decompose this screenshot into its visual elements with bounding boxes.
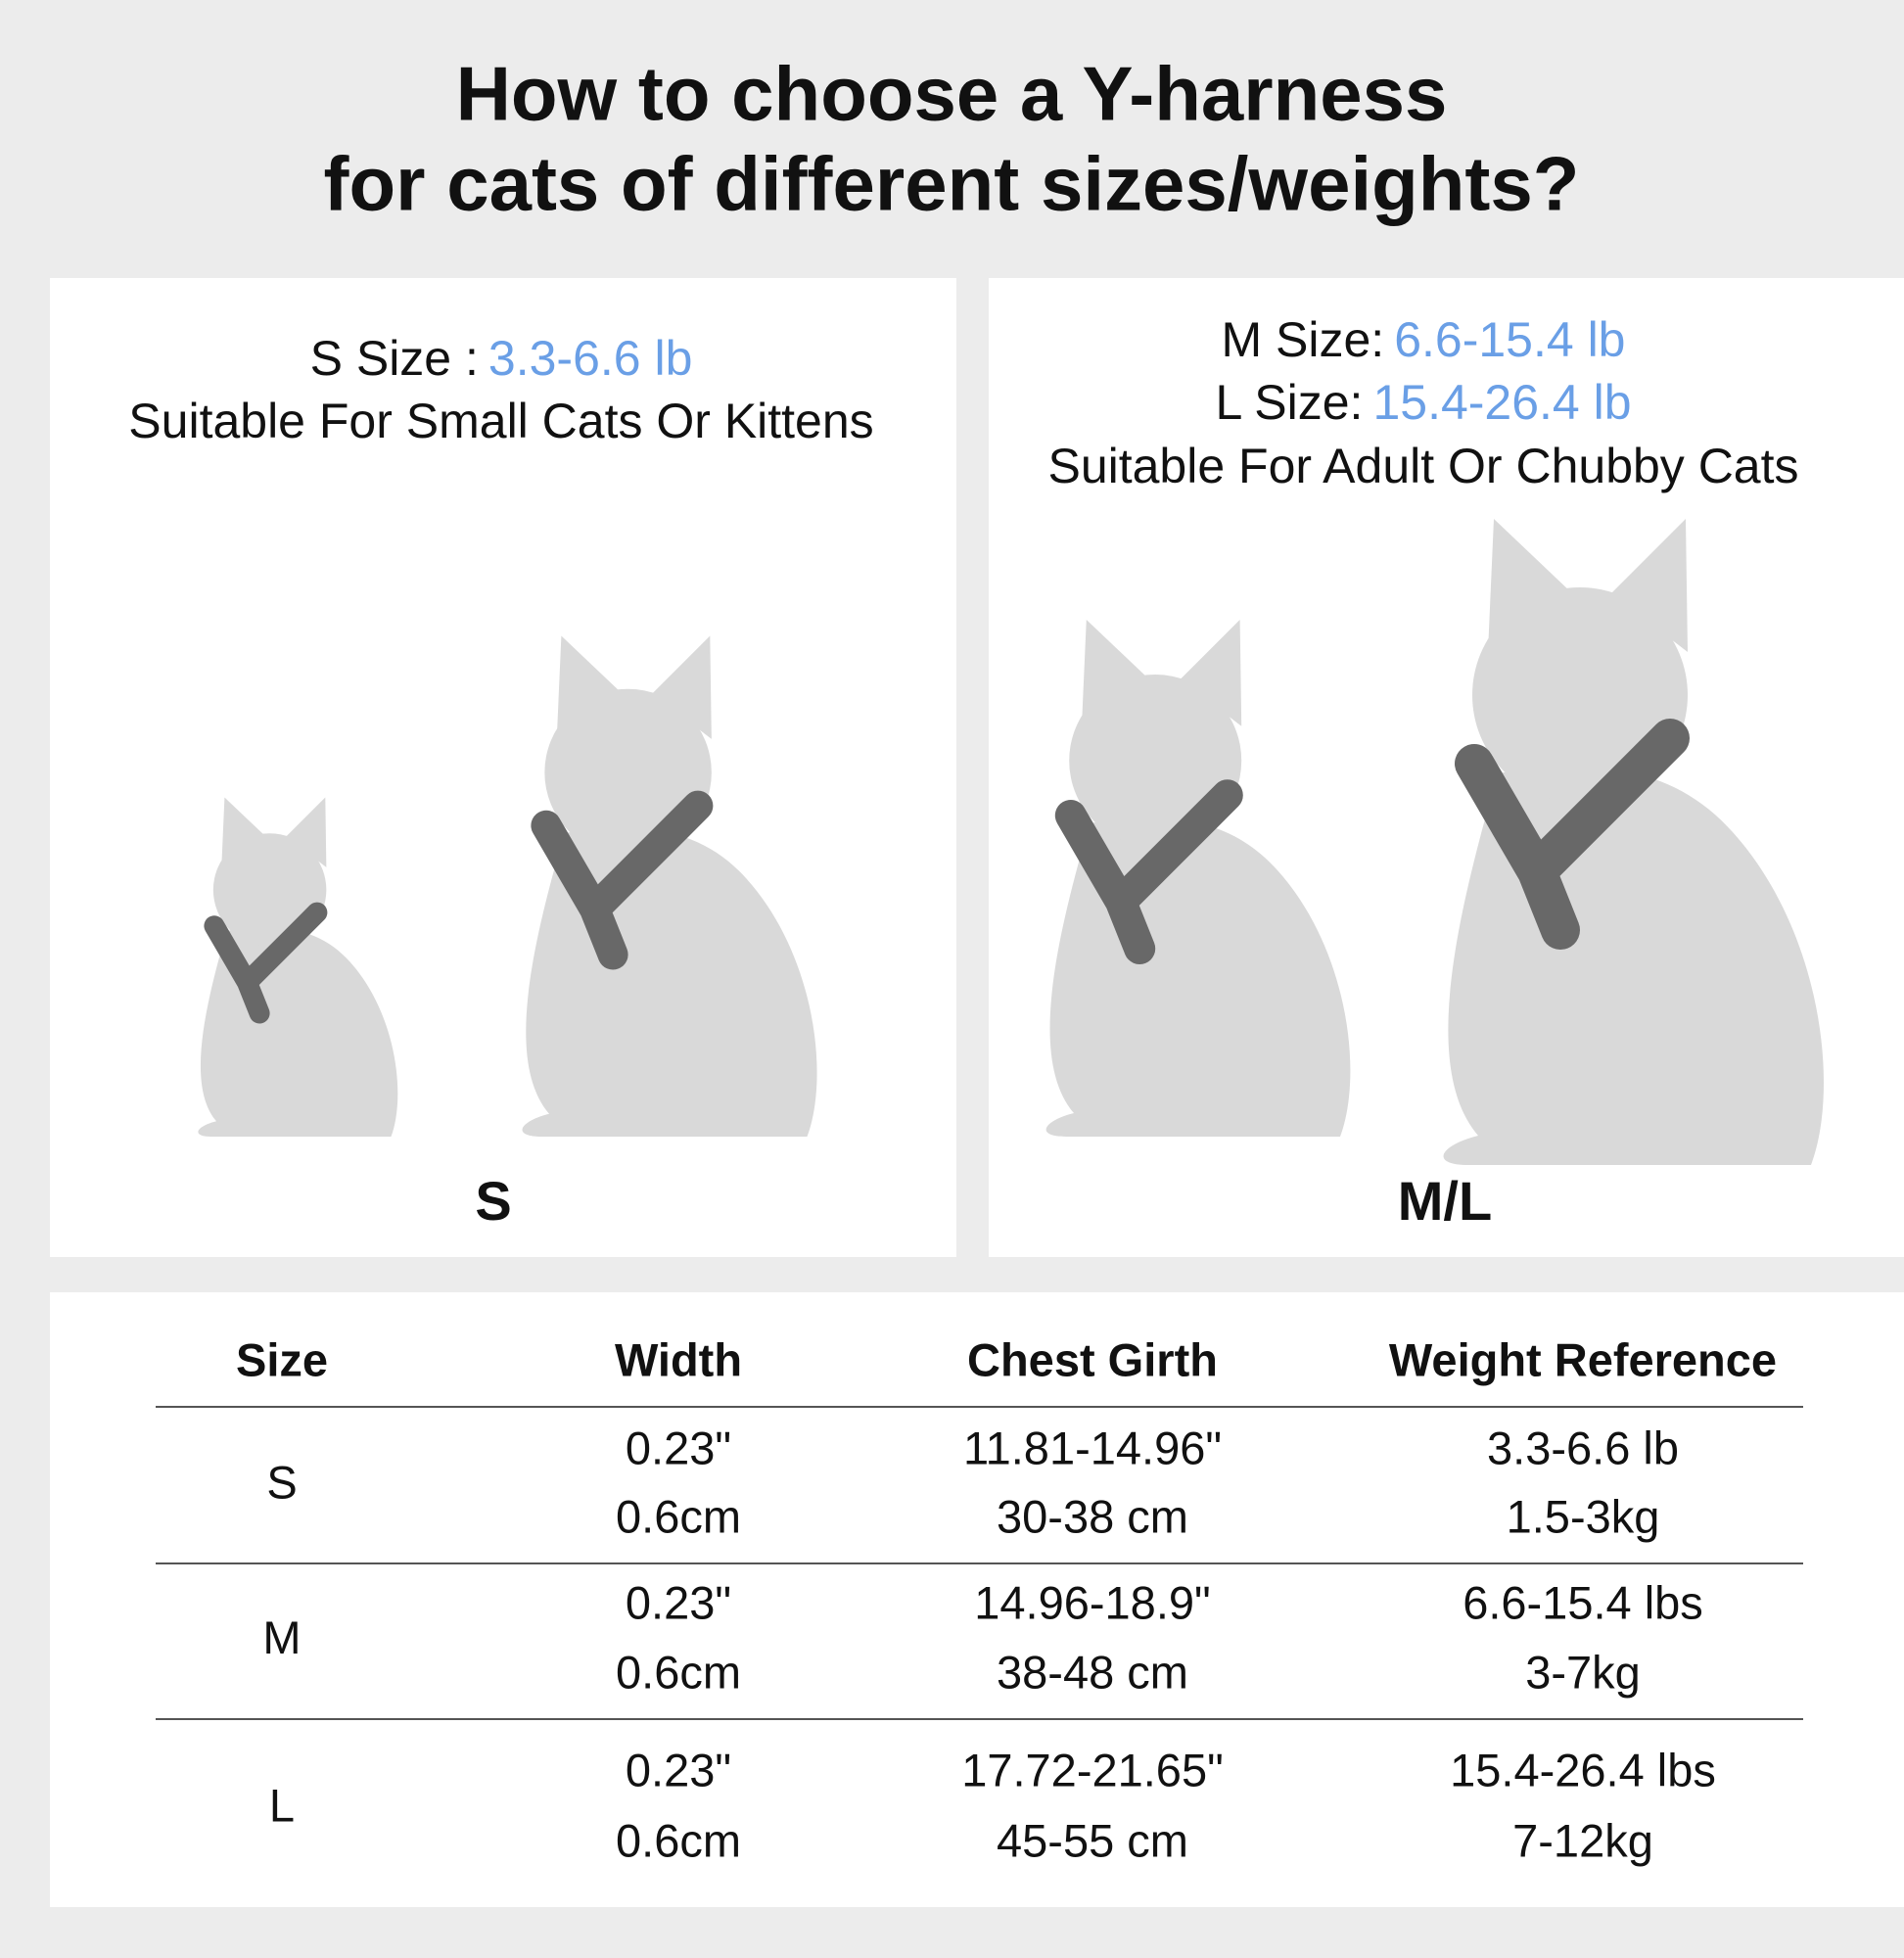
table-cell: 17.72-21.65" (961, 1744, 1224, 1795)
title: How to choose a Y-harness (456, 51, 1448, 137)
table-cell: 0.23" (626, 1576, 731, 1628)
table-cell: 0.6cm (616, 1490, 741, 1542)
table-cell: 38-48 cm (997, 1646, 1188, 1698)
size-caption: S (475, 1170, 511, 1232)
table-cell: L (269, 1779, 295, 1831)
column-header: Width (615, 1333, 742, 1385)
size-label: Suitable For Small Cats Or Kittens (128, 394, 873, 448)
panel-text: Suitable For Adult Or Chubby Cats (1047, 439, 1798, 493)
table-cell: 15.4-26.4 lbs (1450, 1744, 1716, 1795)
table-cell: 3.3-6.6 lb (1487, 1422, 1679, 1473)
table-cell: 0.6cm (616, 1814, 741, 1866)
size-label: Suitable For Adult Or Chubby Cats (1047, 439, 1798, 493)
table-cell: M (262, 1611, 301, 1663)
table-panel (50, 1292, 1904, 1907)
panel-text: S Size :3.3-6.6 lb (310, 331, 693, 386)
column-header: Chest Girth (967, 1333, 1218, 1385)
table-cell: 14.96-18.9" (974, 1576, 1210, 1628)
table-cell: 6.6-15.4 lbs (1463, 1576, 1703, 1628)
panel-text: Suitable For Small Cats Or Kittens (128, 394, 873, 448)
panel-text: M Size: 6.6-15.4 lb (1222, 312, 1626, 367)
table-cell: S (266, 1456, 297, 1508)
table-cell: 11.81-14.96" (963, 1422, 1222, 1473)
table-cell: 0.23" (626, 1744, 731, 1795)
title: for cats of different sizes/weights? (324, 141, 1580, 227)
size-label: S Size : (310, 331, 479, 386)
size-caption: M/L (1398, 1170, 1492, 1232)
column-header: Weight Reference (1389, 1333, 1777, 1385)
size-label: M Size: (1222, 312, 1385, 367)
table-cell: 45-55 cm (997, 1814, 1188, 1866)
table-cell: 30-38 cm (997, 1490, 1188, 1542)
weight-range: 15.4-26.4 lb (1372, 375, 1631, 430)
weight-range: 6.6-15.4 lb (1394, 312, 1625, 367)
column-header: Size (236, 1333, 328, 1385)
panel-text: L Size: 15.4-26.4 lb (1215, 375, 1631, 430)
table-cell: 1.5-3kg (1507, 1490, 1660, 1542)
table-cell: 7-12kg (1512, 1814, 1653, 1866)
table-cell: 3-7kg (1525, 1646, 1641, 1698)
weight-range: 3.3-6.6 lb (488, 331, 692, 386)
table-cell: 0.6cm (616, 1646, 741, 1698)
size-label: L Size: (1215, 375, 1363, 430)
table-cell: 0.23" (626, 1422, 731, 1473)
